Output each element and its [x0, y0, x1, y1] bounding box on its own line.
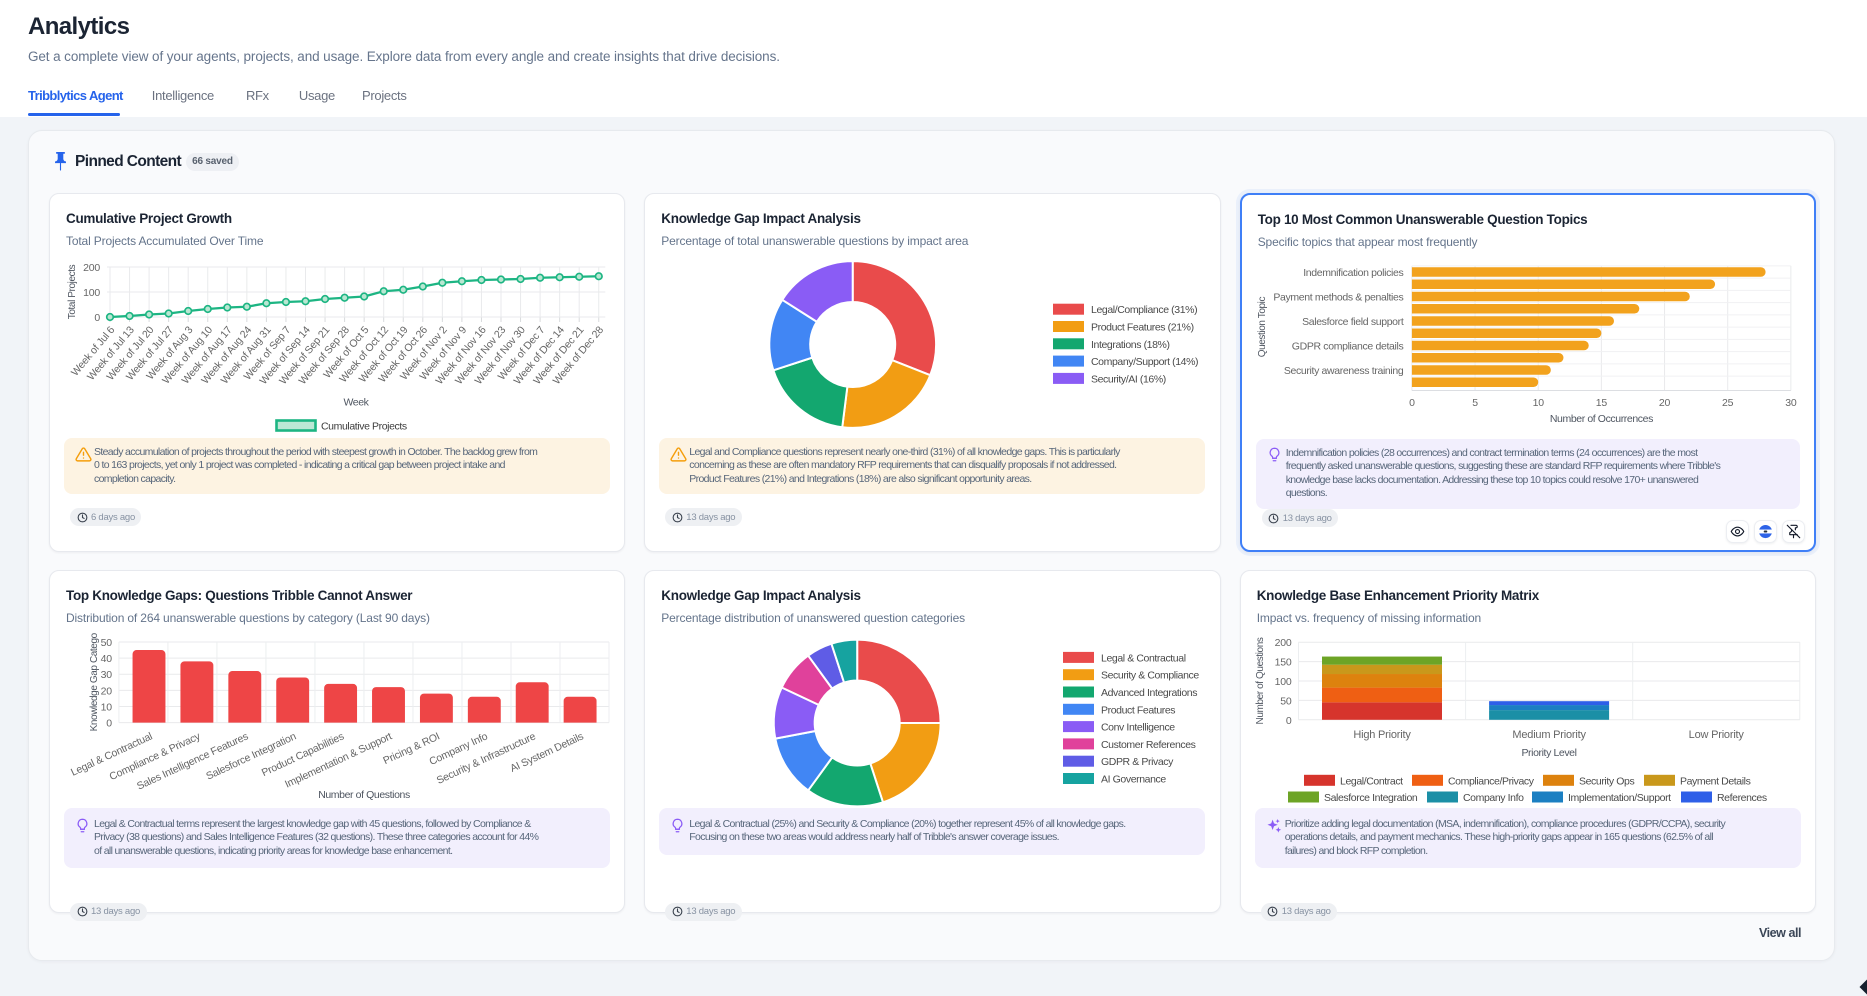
svg-text:Salesforce field support: Salesforce field support: [1302, 316, 1404, 328]
svg-text:20: 20: [101, 685, 113, 697]
svg-text:20: 20: [1659, 397, 1671, 409]
svg-text:200: 200: [83, 262, 100, 274]
svg-text:0: 0: [1409, 397, 1415, 409]
svg-text:10: 10: [101, 701, 113, 713]
svg-text:Product Features (21%): Product Features (21%): [1091, 322, 1194, 334]
svg-text:Company/Support (14%): Company/Support (14%): [1091, 356, 1198, 368]
svg-text:Security Ops: Security Ops: [1579, 775, 1634, 787]
svg-text:GDPR compliance details: GDPR compliance details: [1291, 341, 1403, 353]
svg-text:Security awareness training: Security awareness training: [1284, 365, 1404, 377]
svg-text:Security & Compliance: Security & Compliance: [1101, 670, 1199, 682]
svg-text:Compliance/Privacy: Compliance/Privacy: [1448, 775, 1535, 787]
svg-text:Knowledge Gap Catego: Knowledge Gap Catego: [89, 632, 100, 731]
svg-text:Medium Priority: Medium Priority: [1512, 729, 1586, 741]
svg-text:References: References: [1717, 792, 1767, 804]
svg-text:0: 0: [94, 312, 100, 324]
svg-text:Advanced Integrations: Advanced Integrations: [1101, 687, 1197, 699]
svg-text:Legal/Contract: Legal/Contract: [1340, 775, 1403, 787]
svg-text:25: 25: [1722, 397, 1734, 409]
svg-text:Priority Level: Priority Level: [1521, 747, 1576, 759]
svg-text:Customer References: Customer References: [1101, 739, 1196, 751]
svg-text:Indemnification policies: Indemnification policies: [1303, 267, 1403, 279]
svg-text:Integrations (18%): Integrations (18%): [1091, 339, 1170, 351]
svg-text:200: 200: [1274, 637, 1291, 649]
svg-text:AI Governance: AI Governance: [1101, 774, 1166, 786]
svg-text:Company Info: Company Info: [1463, 792, 1524, 804]
svg-text:30: 30: [101, 669, 113, 681]
svg-text:Implementation/Support: Implementation/Support: [1568, 792, 1671, 804]
svg-text:Product Features: Product Features: [1101, 704, 1175, 716]
svg-text:Payment Details: Payment Details: [1680, 775, 1751, 787]
svg-text:Security/AI (16%): Security/AI (16%): [1091, 373, 1166, 385]
svg-text:Low Priority: Low Priority: [1688, 729, 1744, 741]
svg-text:Number of Occurrences: Number of Occurrences: [1550, 413, 1653, 425]
svg-text:Legal/Compliance (31%): Legal/Compliance (31%): [1091, 304, 1197, 316]
svg-text:15: 15: [1595, 397, 1607, 409]
svg-text:Salesforce Integration: Salesforce Integration: [1324, 792, 1418, 804]
svg-text:150: 150: [1274, 657, 1291, 669]
svg-text:Legal & Contractual: Legal & Contractual: [1101, 652, 1186, 664]
svg-text:Number of Questions: Number of Questions: [318, 789, 410, 801]
svg-text:40: 40: [101, 653, 113, 665]
svg-text:Cumulative Projects: Cumulative Projects: [321, 421, 407, 433]
svg-text:0: 0: [1286, 715, 1292, 727]
svg-text:50: 50: [101, 637, 113, 649]
svg-text:5: 5: [1472, 397, 1478, 409]
svg-text:Week: Week: [343, 397, 369, 409]
svg-text:Question Topic: Question Topic: [1257, 297, 1268, 358]
svg-text:Conv Intelligence: Conv Intelligence: [1101, 722, 1175, 734]
svg-text:Number of Questions: Number of Questions: [1255, 637, 1266, 724]
svg-text:0: 0: [106, 718, 112, 730]
svg-text:GDPR & Privacy: GDPR & Privacy: [1101, 756, 1174, 768]
svg-text:Total Projects: Total Projects: [67, 264, 78, 319]
svg-text:100: 100: [83, 287, 100, 299]
svg-text:Payment methods & penalties: Payment methods & penalties: [1273, 292, 1403, 304]
svg-text:100: 100: [1274, 676, 1291, 688]
svg-text:High Priority: High Priority: [1353, 729, 1411, 741]
svg-text:30: 30: [1785, 397, 1797, 409]
svg-text:50: 50: [1280, 695, 1292, 707]
svg-text:10: 10: [1532, 397, 1544, 409]
